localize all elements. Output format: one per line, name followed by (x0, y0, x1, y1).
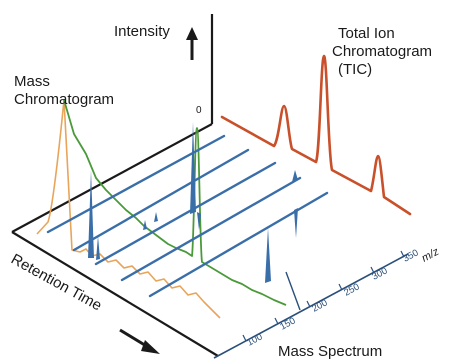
spectrum-baseline-1 (46, 134, 226, 234)
mz-axis-label: m/z (420, 246, 442, 265)
spectrum-peak (88, 170, 94, 258)
mz-tick-label: 250 (342, 281, 361, 298)
spectrum-peak (197, 212, 201, 230)
back-diagonal-axis (11, 123, 213, 233)
intensity-arrow-head (186, 27, 198, 40)
spectrum-baseline-5 (148, 191, 329, 298)
retention-time-arrow-head (141, 340, 160, 354)
mass-chromatogram-orange (36, 99, 221, 319)
spectrum-peak (265, 228, 271, 283)
tic-label-line3: (TIC) (338, 61, 372, 78)
mass-chromatogram-label-line1: Mass (14, 73, 50, 90)
spectrum-baseline-3 (94, 161, 277, 266)
spectrum-peak (190, 122, 196, 214)
spectrum-peak (292, 170, 298, 182)
tic-trace (220, 54, 412, 216)
spectrum-baseline-2 (72, 148, 250, 252)
mz-tick-mark (370, 266, 375, 274)
mz-tick-mark (242, 334, 247, 342)
mass-chromatogram-green (63, 99, 287, 306)
mz-tick-label: 350 (401, 247, 420, 264)
origin-zero-label: 0 (196, 105, 202, 116)
spectrum-baseline-4 (120, 176, 302, 282)
mz-tick-label: 100 (245, 331, 264, 348)
spectra-peaks (88, 122, 298, 283)
mz-tick-mark (400, 250, 405, 258)
mz-tick-mark (274, 317, 279, 325)
mass-chromatogram-label-line2: Chromatogram (14, 91, 114, 108)
mass-spectrum-label: Mass Spectrum (278, 343, 382, 360)
intensity-label: Intensity (114, 23, 170, 40)
retention-time-label: Retention Time (8, 251, 104, 315)
mz-ticks (242, 250, 405, 342)
spectrum-peak (294, 208, 298, 238)
retention-time-arrow-shaft (119, 328, 149, 349)
mz-tick-label: 200 (310, 297, 329, 314)
tic-label-line2: Chromatogram (332, 43, 432, 60)
mz-tick-label: 300 (370, 265, 389, 282)
mz-tick-mark (338, 283, 343, 291)
retention-time-axis (11, 231, 219, 357)
tic-label-line1: Total Ion (338, 25, 395, 42)
spectrum-peak (96, 236, 100, 260)
mass-spectrum-pointer (285, 271, 301, 311)
spectrum-peak (154, 212, 158, 222)
spectrum-peak (143, 220, 147, 230)
mz-tick-mark (306, 300, 311, 308)
mz-tick-label: 150 (278, 315, 297, 332)
